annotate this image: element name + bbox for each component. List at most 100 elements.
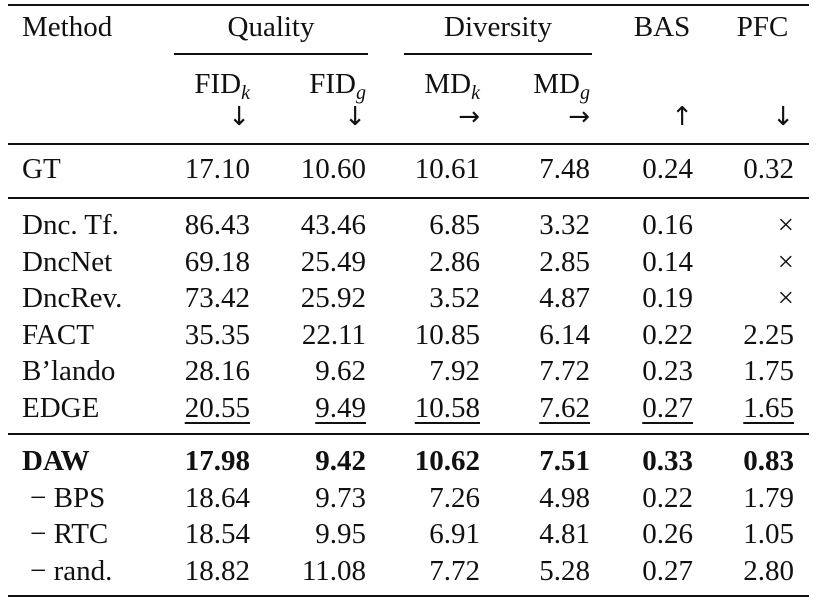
bottom-rule (8, 595, 809, 597)
table-cell: 3.32 (539, 209, 590, 241)
table-cell: 7.51 (539, 445, 590, 477)
table-cell: 18.54 (184, 518, 250, 550)
row-method: B’lando (22, 355, 116, 387)
header-quality: Quality (227, 11, 315, 43)
row-method: Dnc. Tf. (22, 209, 119, 241)
table-cell: 0.22 (642, 481, 693, 514)
table-cell: 0.19 (642, 282, 693, 314)
table-cell: 25.49 (300, 245, 366, 278)
table-cell: 9.95 (315, 518, 366, 550)
table-cell: 9.62 (315, 355, 366, 387)
table-cell: 22.11 (301, 318, 366, 351)
header-bas: BAS (633, 11, 691, 43)
table-cell: 2.85 (539, 245, 590, 278)
direction-arrow: → (458, 102, 480, 132)
header-md-k: MDk (424, 68, 480, 104)
table-cell: 4.81 (539, 518, 590, 550)
table-cell: 6.91 (429, 518, 480, 550)
row-method: − rand. (30, 554, 113, 587)
table-cell: 86.43 (184, 209, 250, 241)
table-cell: 43.46 (300, 209, 366, 241)
table-cell: 18.82 (184, 554, 250, 587)
table-cell: 0.16 (642, 209, 693, 241)
table-cell: 1.65 (743, 391, 794, 424)
direction-arrow: ↓ (344, 102, 366, 132)
table-cell: × (777, 245, 794, 278)
row-method: FACT (22, 318, 94, 351)
table-cell: 6.14 (539, 318, 590, 351)
table-cell: 73.42 (184, 282, 250, 314)
table-cell: 11.08 (301, 554, 366, 587)
header-rule (8, 143, 809, 145)
section-rule (8, 197, 809, 199)
section-rule (8, 433, 809, 435)
header-fid-g: FIDg (309, 68, 366, 104)
direction-arrow: → (568, 102, 590, 132)
table-cell: 69.18 (184, 245, 250, 278)
header-diversity: Diversity (444, 11, 552, 43)
direction-arrow: ↓ (228, 102, 250, 132)
table-cell: 7.72 (429, 554, 480, 587)
table-cell: 2.80 (743, 554, 794, 587)
table-cell: 0.22 (642, 318, 693, 351)
row-method: EDGE (22, 391, 100, 424)
table-cell: 2.86 (429, 245, 480, 278)
table-cell: 4.87 (539, 282, 590, 314)
table-cell: 0.14 (642, 245, 693, 278)
table-cell: 7.62 (539, 391, 590, 424)
table-cell: 2.25 (743, 318, 794, 351)
row-method: − BPS (30, 481, 106, 514)
table-cell: 7.72 (539, 355, 590, 387)
row-method: DncRev. (22, 282, 123, 314)
table-cell: × (777, 209, 794, 241)
table-cell: 17.98 (184, 445, 250, 477)
row-method: DncNet (22, 245, 113, 278)
table-cell: 10.60 (300, 153, 366, 185)
table-cell: 10.61 (414, 153, 480, 185)
table-cell: 6.85 (429, 209, 480, 241)
diversity-cmidrule (404, 53, 592, 55)
table-cell: 1.75 (743, 355, 794, 387)
table-cell: 0.26 (642, 518, 693, 550)
table-cell: 0.32 (743, 153, 794, 185)
table-cell: 20.55 (184, 391, 250, 424)
table-cell: 5.28 (539, 554, 590, 587)
table-cell: 0.24 (642, 153, 693, 185)
table-cell: 0.33 (642, 445, 693, 477)
table-cell: 0.27 (642, 554, 693, 587)
table-cell: 4.98 (539, 481, 590, 514)
table-cell: 17.10 (184, 153, 250, 185)
table-cell: 9.49 (315, 391, 366, 424)
header-md-g: MDg (533, 68, 590, 104)
header-pfc: PFC (736, 11, 789, 43)
table-cell: 28.16 (184, 355, 250, 387)
quality-cmidrule (174, 53, 368, 55)
row-method: GT (22, 153, 61, 185)
direction-arrow: ↑ (671, 102, 693, 132)
table-cell: 10.62 (414, 445, 480, 477)
table-cell: 9.42 (315, 445, 366, 477)
table-cell: 10.58 (414, 391, 480, 424)
table-cell: 7.26 (429, 481, 480, 514)
direction-arrow: ↓ (772, 102, 794, 132)
table-cell: 7.92 (429, 355, 480, 387)
table-cell: 3.52 (429, 282, 480, 314)
table-cell: 18.64 (184, 481, 250, 514)
table-cell: 7.48 (539, 153, 590, 185)
table-cell: 0.27 (642, 391, 693, 424)
table-cell: 9.73 (315, 481, 366, 514)
table-cell: 1.79 (743, 481, 794, 514)
table-cell: 0.83 (743, 445, 794, 477)
table-cell: 10.85 (414, 318, 480, 351)
header-fid-k: FIDk (194, 68, 250, 104)
row-method: − RTC (30, 518, 109, 550)
table-cell: 1.05 (743, 518, 794, 550)
row-method: DAW (22, 445, 90, 477)
top-rule (8, 4, 809, 6)
table-cell: 25.92 (300, 282, 366, 314)
table-cell: × (777, 282, 794, 314)
table-cell: 35.35 (184, 318, 250, 351)
table-cell: 0.23 (642, 355, 693, 387)
header-method: Method (22, 11, 113, 43)
